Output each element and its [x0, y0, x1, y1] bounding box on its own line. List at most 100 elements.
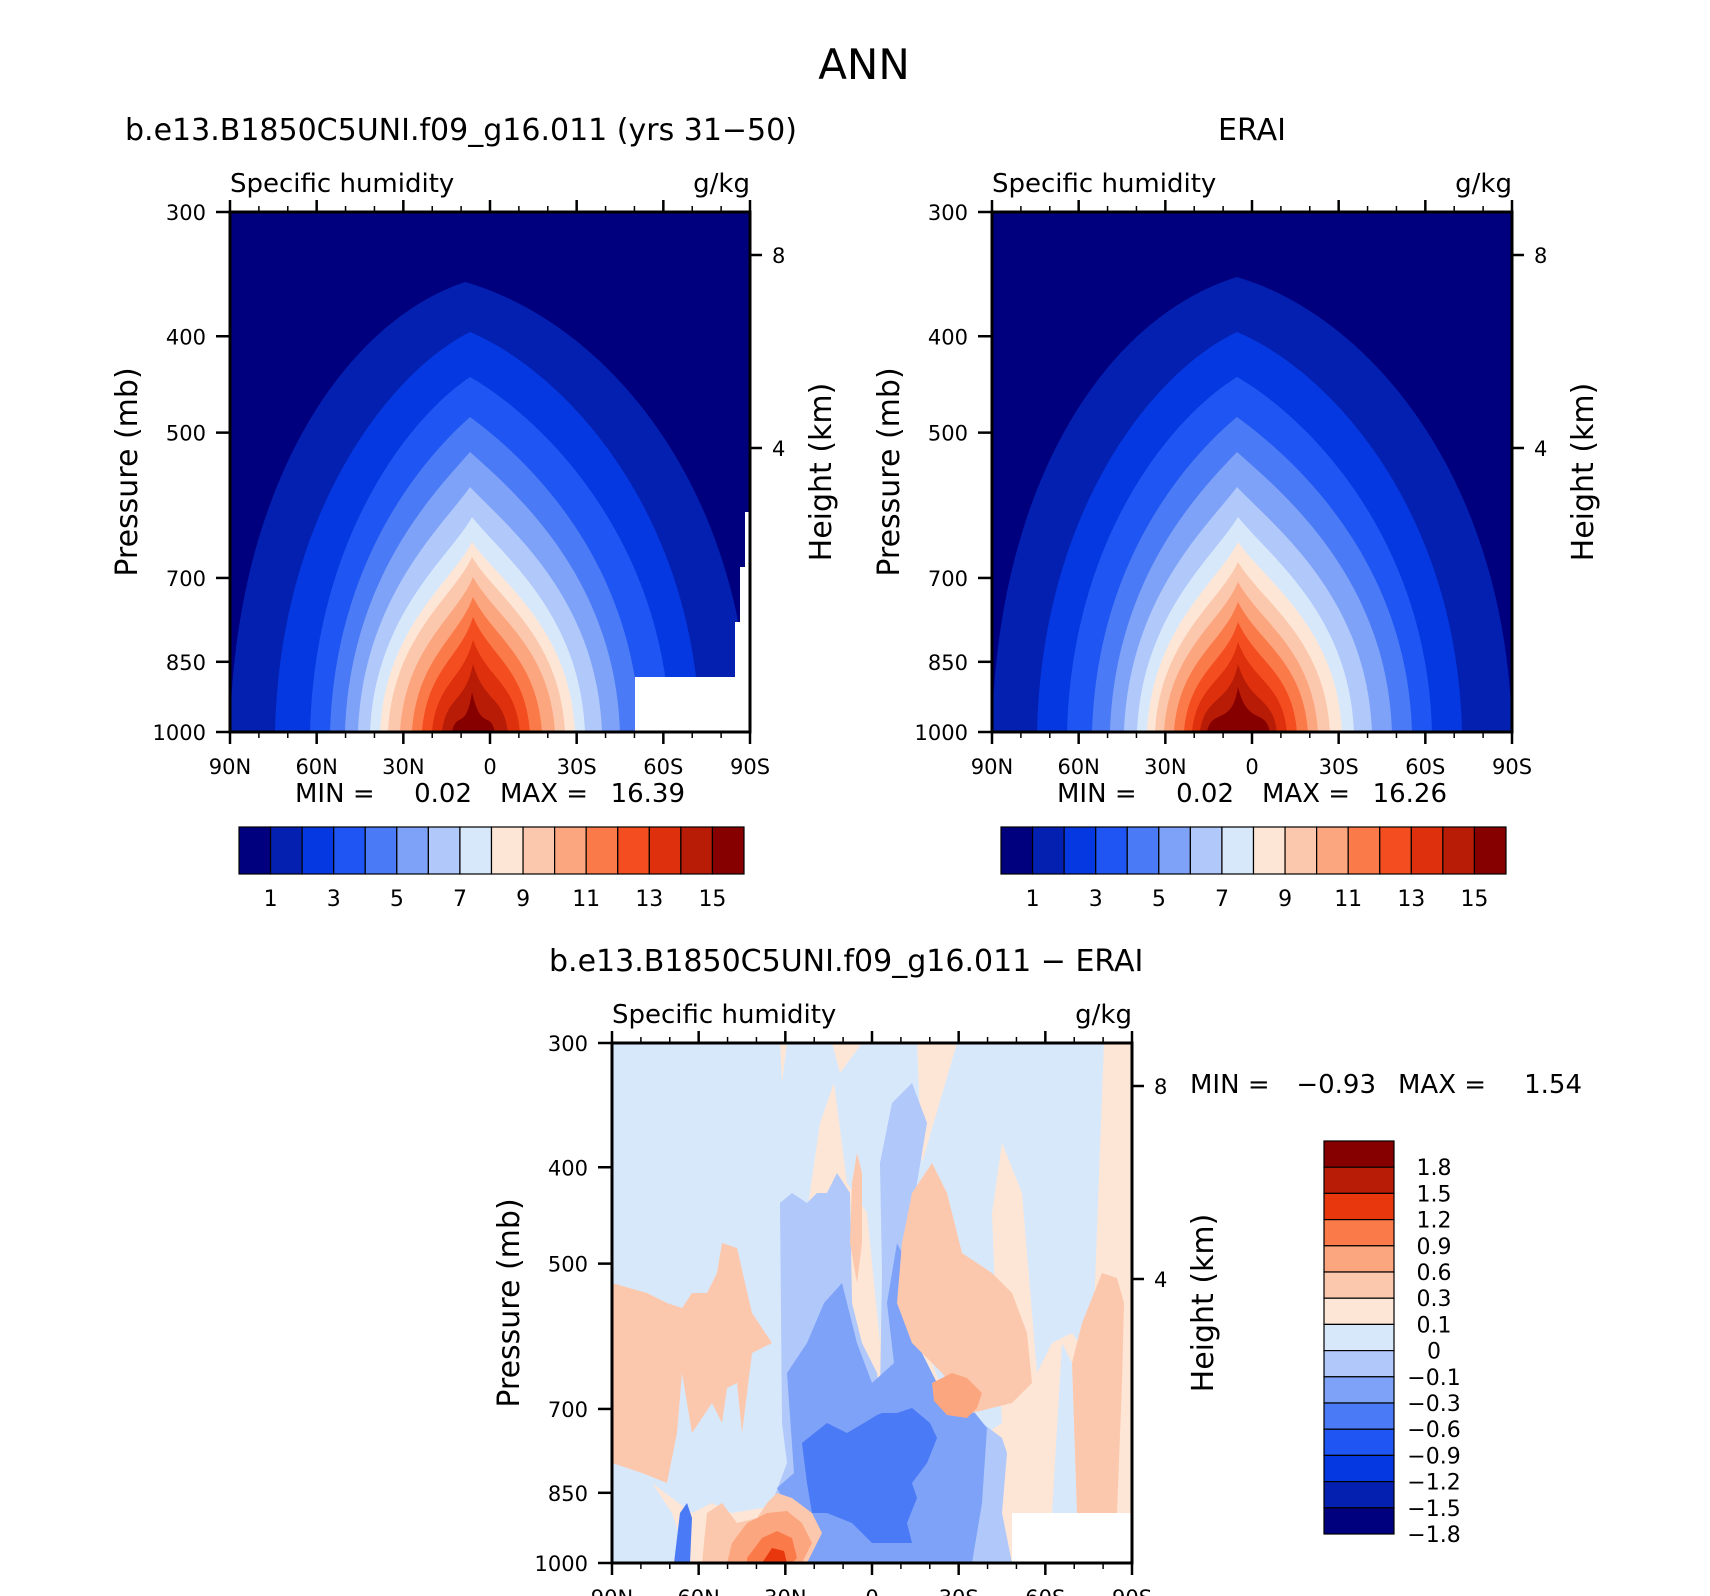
y-tick-label: 1000 — [153, 721, 206, 745]
y-tick-label: 1000 — [535, 1552, 588, 1576]
diff-band-pos-0.3-mid — [850, 1153, 862, 1283]
colorbar-label: 3 — [327, 887, 341, 912]
y-tick-label: 700 — [928, 567, 968, 591]
contour-bands-model — [230, 282, 750, 732]
diff-band-pos-0.3-far — [1072, 1273, 1124, 1513]
colorbar-label: 0.6 — [1417, 1261, 1452, 1286]
colorbar-label: −0.9 — [1407, 1444, 1460, 1469]
panel-model-units: g/kg — [693, 169, 750, 199]
x-tick-label: 90S — [730, 755, 770, 779]
max-value: 16.39 — [611, 779, 685, 809]
x-tick-label: 60S — [643, 755, 683, 779]
x-tick-label: 90S — [1492, 755, 1532, 779]
panel-diff-variable: Specific humidity — [612, 1000, 836, 1030]
contour-bands-diff — [612, 1043, 1132, 1563]
colorbar-label: 1.8 — [1417, 1156, 1452, 1181]
colorbar-swatch — [617, 826, 650, 875]
x-tick-label: 60N — [677, 1586, 719, 1596]
colorbar-label: 7 — [453, 887, 467, 912]
diff-band-neg-0.1-left2 — [717, 1443, 747, 1513]
x-tick-label: 30N — [1144, 755, 1186, 779]
colorbar-swatch — [1063, 826, 1097, 875]
max-value: 1.54 — [1524, 1070, 1582, 1100]
colorbar-swatch — [1323, 1192, 1395, 1221]
missing-data-region — [635, 512, 750, 732]
colorbar-label: 11 — [1334, 887, 1362, 912]
y-tick-label: 400 — [166, 325, 206, 349]
colorbar-swatch — [238, 826, 272, 875]
plot-area-obs — [992, 212, 1512, 732]
panel-obs: ERAI Specific humidity g/kg 90N 60N 30N 0 30… — [872, 113, 1601, 912]
colorbar-swatch — [1323, 1140, 1395, 1168]
y-axis-label: Pressure (mb) — [110, 367, 145, 576]
x-tick-label: 30S — [1319, 755, 1359, 779]
plot-area-model — [230, 212, 750, 732]
colorbar-swatch — [1095, 826, 1128, 875]
y2-axis-label: Height (km) — [1186, 1214, 1221, 1393]
colorbar-label: 13 — [635, 887, 663, 912]
colorbar-swatch — [364, 826, 398, 875]
y-tick-label: 1000 — [915, 721, 968, 745]
colorbar-obs: 1 3 5 7 9 11 13 15 — [1000, 826, 1507, 912]
colorbar-label: 5 — [1152, 887, 1166, 912]
axes-model: 90N 60N 30N 0 30S 60S 90S 300 400 500 700 850 1000 8 4 — [153, 200, 785, 779]
panel-diff: b.e13.B1850C5UNI.f09_g16.011 − ERAI Spec… — [492, 944, 1582, 1596]
colorbar-swatch — [1000, 826, 1034, 875]
colorbar-swatch — [1323, 1481, 1395, 1509]
colorbar-swatch — [1323, 1507, 1395, 1535]
colorbar-swatch — [1323, 1245, 1395, 1273]
y2-axis-label: Height (km) — [804, 383, 839, 562]
panel-model-title: b.e13.B1850C5UNI.f09_g16.011 (yrs 31−50) — [125, 113, 797, 148]
y-tick-label: 700 — [548, 1398, 588, 1422]
min-label: MIN = — [1190, 1070, 1270, 1100]
y-tick-label: 500 — [928, 422, 968, 446]
plot-area-diff — [612, 1043, 1132, 1563]
x-tick-label: 60S — [1025, 1586, 1065, 1596]
diff-band-pos-0.6 — [932, 1373, 982, 1418]
colorbar-swatch — [1323, 1402, 1395, 1430]
colorbar-label: 9 — [1278, 887, 1292, 912]
colorbar-swatch — [1323, 1454, 1395, 1483]
colorbar-swatch — [1323, 1218, 1395, 1247]
colorbar-swatch — [1323, 1350, 1395, 1378]
y-tick-label: 400 — [548, 1156, 588, 1180]
x-tick-label: 30N — [382, 755, 424, 779]
colorbar-swatch — [1323, 1323, 1395, 1352]
diff-band-pos-0.3-right — [897, 1163, 1032, 1413]
diff-band-pos-1.2 — [762, 1548, 787, 1563]
colorbar-swatch — [490, 826, 524, 875]
y-axis-label: Pressure (mb) — [872, 367, 907, 576]
y2-tick-label: 8 — [1154, 1075, 1167, 1099]
y2-tick-label: 8 — [1534, 244, 1547, 268]
colorbar-label: −1.5 — [1407, 1497, 1460, 1522]
colorbar-label: −1.8 — [1407, 1523, 1460, 1548]
humidity-band-14 — [442, 664, 508, 732]
x-tick-label: 60N — [295, 755, 337, 779]
colorbar-swatch — [1323, 1166, 1395, 1195]
colorbar-label: 3 — [1089, 887, 1103, 912]
colorbar-model: 1 3 5 7 9 11 13 15 — [238, 826, 745, 912]
y-tick-label: 500 — [166, 422, 206, 446]
diff-band-pos-0.3-left — [612, 1243, 772, 1483]
colorbar-swatch — [1189, 826, 1223, 875]
max-value: 16.26 — [1373, 779, 1447, 809]
colorbar-label: 0.9 — [1417, 1235, 1452, 1260]
colorbar-label: −0.1 — [1407, 1366, 1460, 1391]
panel-diff-units: g/kg — [1075, 1000, 1132, 1030]
y-tick-label: 300 — [166, 201, 206, 225]
min-value: 0.02 — [1176, 779, 1234, 809]
contour-bands-obs — [992, 277, 1512, 732]
panel-obs-title: ERAI — [1218, 113, 1286, 148]
figure-title: ANN — [818, 40, 910, 89]
colorbar-swatch — [1158, 826, 1191, 875]
panel-model-variable: Specific humidity — [230, 169, 454, 199]
colorbar-swatch — [648, 826, 682, 875]
y2-tick-label: 4 — [1534, 437, 1547, 461]
colorbar-swatch — [459, 826, 493, 875]
colorbar-swatch — [1379, 826, 1412, 875]
colorbar-swatch — [427, 826, 461, 875]
x-tick-label: 30S — [557, 755, 597, 779]
diff-band-neg-0.9 — [802, 1408, 937, 1543]
x-tick-label: 0 — [865, 1586, 878, 1596]
